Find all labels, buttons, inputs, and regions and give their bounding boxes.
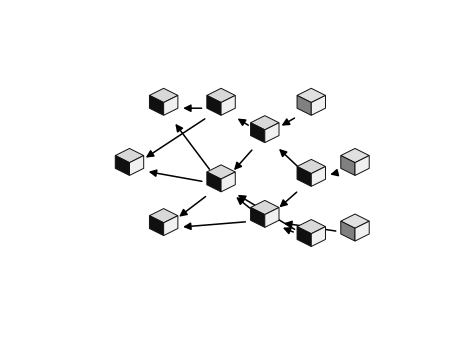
Polygon shape: [251, 207, 265, 228]
Polygon shape: [115, 155, 129, 175]
Polygon shape: [149, 209, 178, 223]
Polygon shape: [164, 95, 178, 115]
Polygon shape: [355, 221, 369, 241]
Polygon shape: [149, 95, 164, 115]
Polygon shape: [297, 159, 326, 174]
Polygon shape: [341, 214, 369, 228]
Polygon shape: [251, 200, 279, 214]
Polygon shape: [115, 148, 144, 163]
Polygon shape: [341, 221, 355, 241]
Polygon shape: [265, 123, 279, 143]
Polygon shape: [207, 172, 221, 192]
Polygon shape: [341, 148, 369, 163]
Polygon shape: [207, 95, 221, 115]
Polygon shape: [297, 226, 311, 246]
Polygon shape: [207, 88, 235, 103]
Polygon shape: [207, 165, 235, 179]
Polygon shape: [251, 116, 279, 130]
Polygon shape: [164, 216, 178, 236]
Polygon shape: [297, 219, 326, 234]
Polygon shape: [311, 226, 326, 246]
Polygon shape: [311, 95, 326, 115]
Polygon shape: [149, 88, 178, 103]
Polygon shape: [341, 155, 355, 175]
Polygon shape: [297, 88, 326, 103]
Polygon shape: [297, 95, 311, 115]
Polygon shape: [265, 207, 279, 228]
Polygon shape: [221, 172, 235, 192]
Polygon shape: [221, 95, 235, 115]
Polygon shape: [251, 123, 265, 143]
Polygon shape: [355, 155, 369, 175]
Polygon shape: [149, 216, 164, 236]
Polygon shape: [297, 166, 311, 186]
Polygon shape: [311, 166, 326, 186]
Polygon shape: [129, 155, 144, 175]
